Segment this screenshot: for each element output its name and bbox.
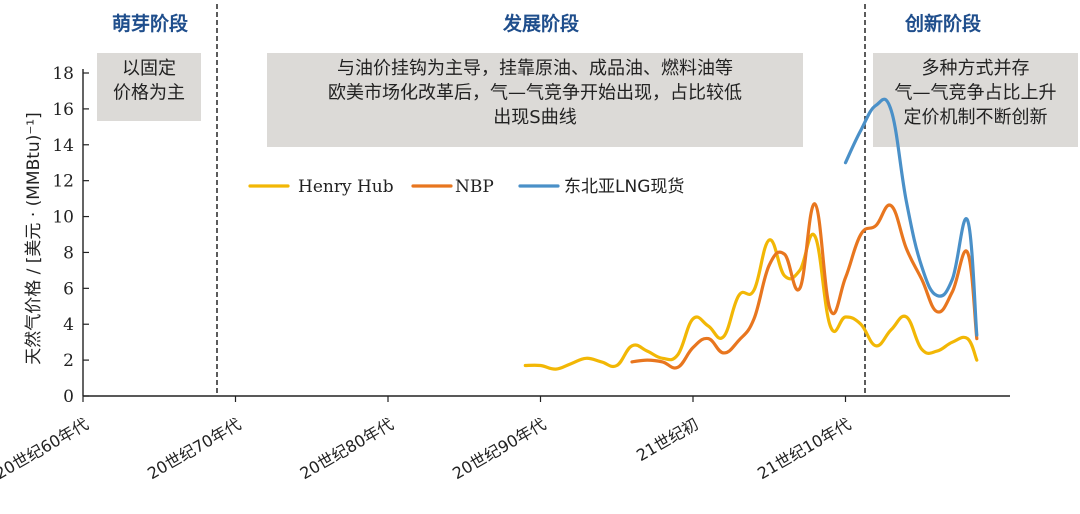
series-line-nbp (630, 202, 979, 370)
stage-note-line: 定价机制不断创新 (904, 107, 1048, 128)
y-tick-label: 2 (63, 351, 74, 371)
y-tick-label: 18 (52, 64, 74, 84)
stage-note-box-3 (873, 53, 1078, 147)
legend-label: 东北亚LNG现货 (564, 177, 684, 197)
stage-note-line: 欧美市场化改革后，气—气竞争开始出现，占比较低 (328, 83, 742, 104)
y-tick-label: 0 (63, 387, 74, 407)
stage-note-line: 价格为主 (113, 83, 185, 104)
stage-note-line: 多种方式并存 (922, 58, 1030, 79)
y-tick-label: 14 (52, 136, 74, 156)
x-tick-label: 20世纪60年代 (0, 414, 92, 483)
x-tick-label: 20世纪70年代 (144, 414, 244, 483)
stage-title-1: 萌芽阶段 (112, 12, 189, 35)
y-tick-label: 8 (63, 243, 74, 263)
stage-title-3: 创新阶段 (904, 12, 982, 35)
x-tick-label: 20世纪90年代 (449, 414, 549, 483)
series-layer (523, 97, 979, 371)
y-tick-label: 12 (52, 172, 74, 192)
x-tick-label: 21世纪初 (633, 414, 702, 465)
stage-note-line: 气—气竞争占比上升 (895, 83, 1057, 104)
series-line-northeast-asia-lng (843, 97, 979, 337)
legend-label: NBP (455, 177, 494, 197)
y-axis-title: 天然气价格 / [美元 · (MMBtu)⁻¹] (24, 112, 44, 365)
stage-note-box-1 (97, 53, 201, 121)
series-line-henry-hub (523, 232, 979, 371)
stage-note-box-2 (267, 53, 803, 147)
x-tick-label: 20世纪80年代 (297, 414, 397, 483)
y-tick-label: 6 (63, 279, 74, 299)
stage-note-line: 出现S曲线 (493, 107, 576, 128)
stage-note-line: 以固定 (122, 58, 176, 79)
legend-label: Henry Hub (298, 177, 394, 197)
stage-title-2: 发展阶段 (502, 12, 580, 35)
y-tick-label: 10 (52, 208, 74, 228)
y-tick-label: 16 (52, 100, 74, 120)
legend: Henry Hub NBP 东北亚LNG现货 (248, 177, 684, 197)
x-tick-label: 21世纪10年代 (754, 414, 854, 483)
stage-note-line: 与油价挂钩为主导，挂靠原油、成品油、燃料油等 (337, 58, 733, 79)
y-tick-label: 4 (63, 315, 74, 335)
